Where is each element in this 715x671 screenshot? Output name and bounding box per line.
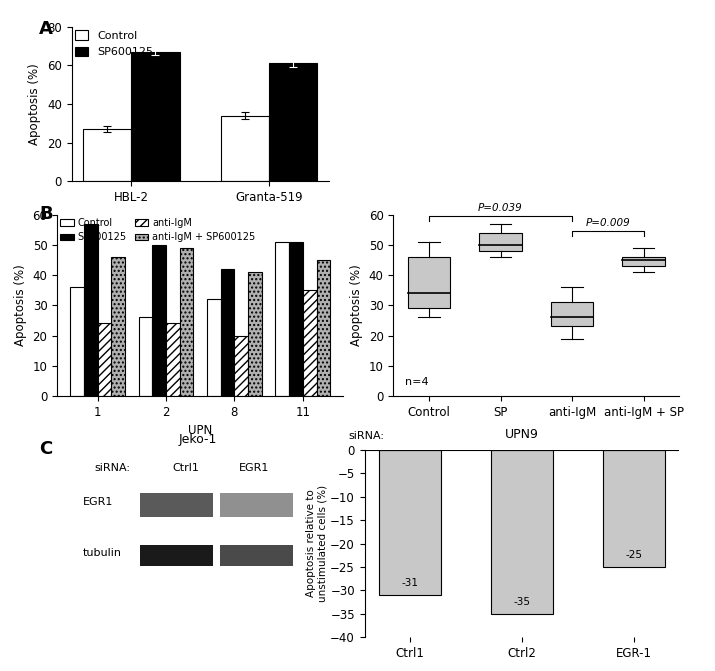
Bar bbox=[132, 52, 179, 181]
Y-axis label: Apoptosis relative to
unstimulated cells (%): Apoptosis relative to unstimulated cells… bbox=[306, 485, 327, 602]
Bar bbox=[248, 272, 262, 396]
Legend: Control, SP600125, anti-IgM, anti-IgM + SP600125: Control, SP600125, anti-IgM, anti-IgM + … bbox=[60, 217, 255, 242]
Text: -35: -35 bbox=[513, 597, 531, 607]
Text: tubulin: tubulin bbox=[83, 548, 122, 558]
Title: UPN9: UPN9 bbox=[505, 429, 539, 442]
Text: C: C bbox=[39, 440, 53, 458]
Bar bbox=[408, 257, 450, 309]
Bar bbox=[112, 257, 125, 396]
Y-axis label: Apoptosis (%): Apoptosis (%) bbox=[14, 264, 27, 346]
Text: -31: -31 bbox=[401, 578, 418, 588]
Bar bbox=[179, 248, 193, 396]
Text: P=0.039: P=0.039 bbox=[478, 203, 523, 213]
Bar bbox=[317, 260, 330, 396]
Bar bbox=[491, 450, 553, 614]
Bar bbox=[140, 493, 213, 517]
Bar bbox=[140, 546, 213, 566]
Text: Ctrl1: Ctrl1 bbox=[172, 464, 199, 473]
Y-axis label: Apoptosis (%): Apoptosis (%) bbox=[29, 63, 41, 145]
Bar bbox=[220, 493, 293, 517]
Bar bbox=[83, 129, 132, 181]
Text: -25: -25 bbox=[626, 550, 643, 560]
Legend: Control, SP600125: Control, SP600125 bbox=[75, 30, 153, 57]
Bar bbox=[269, 64, 317, 181]
Bar bbox=[551, 302, 593, 327]
Text: Jeko-1: Jeko-1 bbox=[178, 433, 217, 446]
Text: n=4: n=4 bbox=[405, 377, 428, 387]
Text: B: B bbox=[39, 205, 53, 223]
Bar bbox=[275, 242, 289, 396]
X-axis label: UPN: UPN bbox=[188, 424, 212, 437]
Bar bbox=[70, 287, 84, 396]
Bar bbox=[221, 269, 235, 396]
Bar bbox=[139, 317, 152, 396]
Bar bbox=[379, 450, 440, 595]
Y-axis label: Apoptosis (%): Apoptosis (%) bbox=[350, 264, 363, 346]
Bar bbox=[603, 450, 665, 567]
Text: EGR1: EGR1 bbox=[240, 464, 270, 473]
Bar bbox=[97, 323, 112, 396]
Text: siRNA:: siRNA: bbox=[94, 464, 130, 473]
Text: A: A bbox=[39, 20, 53, 38]
Text: siRNA:: siRNA: bbox=[348, 431, 384, 441]
Bar bbox=[152, 245, 166, 396]
Bar bbox=[207, 299, 221, 396]
Bar bbox=[622, 257, 665, 266]
Text: EGR1: EGR1 bbox=[83, 497, 113, 507]
Bar bbox=[235, 336, 248, 396]
Bar bbox=[479, 233, 522, 251]
Text: P=0.009: P=0.009 bbox=[586, 218, 630, 228]
Bar bbox=[166, 323, 179, 396]
Bar bbox=[84, 224, 97, 396]
Bar bbox=[221, 115, 269, 181]
Bar bbox=[289, 242, 303, 396]
Bar bbox=[220, 546, 293, 566]
Bar bbox=[303, 291, 317, 396]
